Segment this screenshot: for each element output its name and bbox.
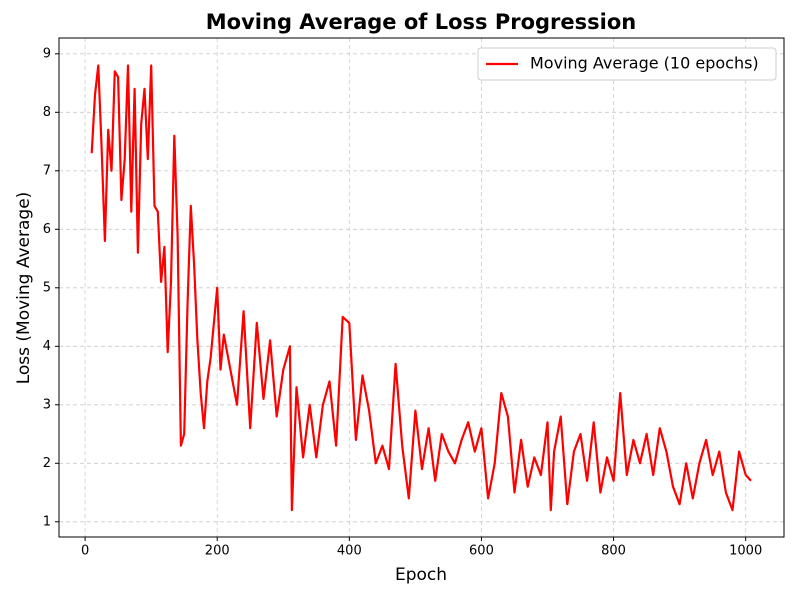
y-tick-label: 9: [43, 46, 51, 61]
x-axis-label: Epoch: [395, 565, 447, 585]
chart-title: Moving Average of Loss Progression: [206, 10, 636, 34]
x-tick-label: 200: [205, 544, 230, 559]
y-tick-label: 4: [43, 339, 51, 354]
y-tick-label: 2: [43, 456, 51, 471]
x-tick-label: 800: [601, 544, 626, 559]
y-tick-label: 3: [43, 397, 51, 412]
y-tick-label: 6: [43, 222, 51, 237]
y-tick-label: 8: [43, 105, 51, 120]
y-tick-label: 1: [43, 514, 51, 529]
plot-frame: [58, 37, 785, 538]
x-tick-label: 1000: [729, 544, 762, 559]
y-axis-label: Loss (Moving Average): [14, 192, 34, 385]
data-line: [90, 64, 752, 512]
legend-box: [477, 47, 777, 81]
x-tick-label: 0: [81, 544, 89, 559]
x-tick-label: 400: [337, 544, 362, 559]
legend-label: Moving Average (10 epochs): [530, 54, 759, 73]
x-tick-label: 600: [469, 544, 494, 559]
y-tick-label: 7: [43, 163, 51, 178]
y-tick-label: 5: [43, 280, 51, 295]
